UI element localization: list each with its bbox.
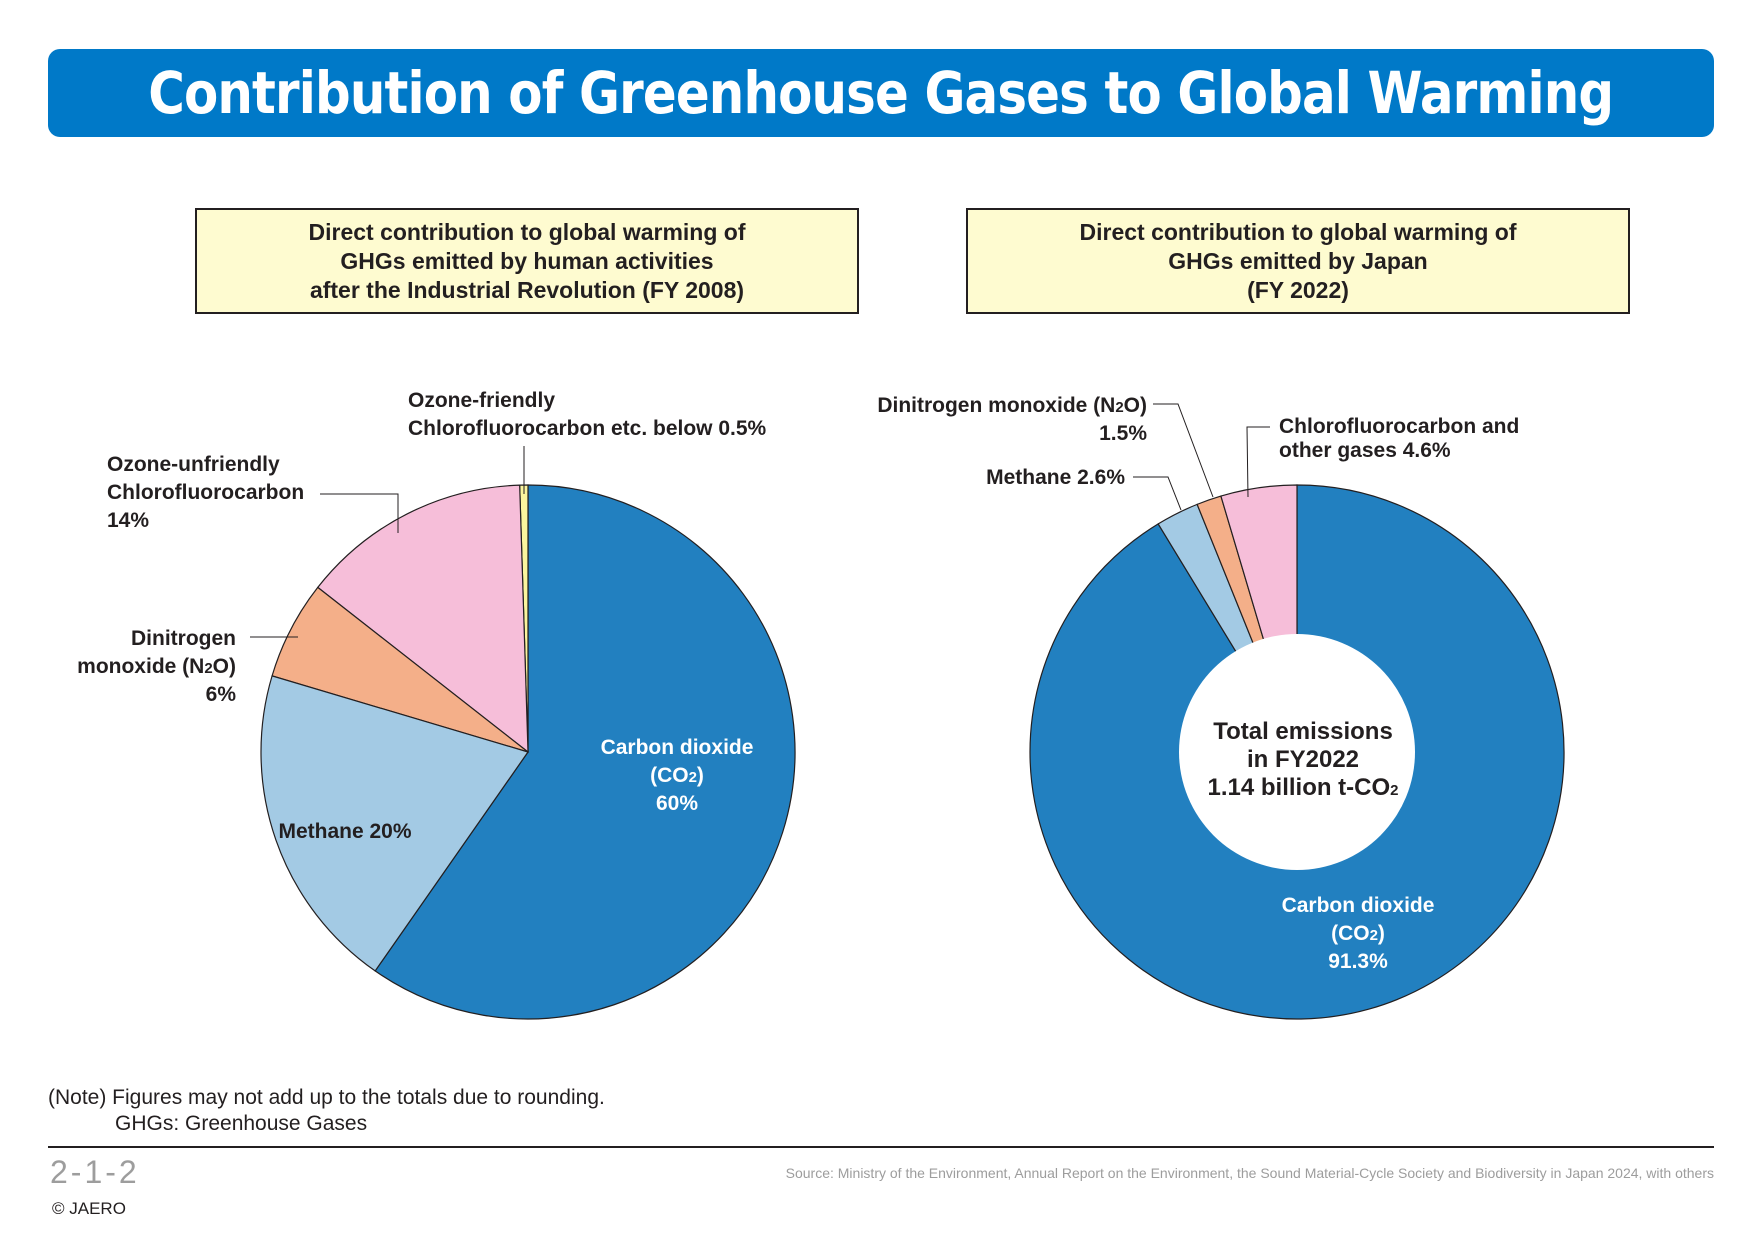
label-ozone-friendly-left-line-1: Ozone-friendly	[408, 389, 555, 412]
donut-hole	[1179, 634, 1415, 870]
label-co2-right-line-2: (CO2)	[1331, 922, 1385, 945]
page-title: Contribution of Greenhouse Gases to Glob…	[148, 59, 1614, 127]
label-cfc-right: Chlorofluorocarbon and other gases 4.6%	[1279, 415, 1519, 462]
left-subtitle-line-1: Direct contribution to global warming of	[308, 218, 746, 245]
label-co2-left-line-2: (CO2)	[650, 764, 704, 787]
slice-ozone-unfriendly-chlorofluorocarbon-left	[316, 484, 529, 754]
donut-center-text: Total emissions in FY2022 1.14 billion t-C…	[1207, 718, 1398, 801]
label-methane-left-line-1: Methane 20%	[278, 820, 411, 843]
leader-methane-right	[1133, 476, 1182, 511]
label-methane-left: Methane 20%	[278, 820, 411, 843]
note-line-1: (Note) Figures may not add up to the tot…	[48, 1086, 605, 1109]
source-citation: Source: Ministry of the Environment, Ann…	[785, 1165, 1714, 1181]
right-subtitle-line-3: (FY 2022)	[1247, 276, 1349, 303]
label-cfc-right-line-2: other gases 4.6%	[1279, 439, 1451, 462]
label-co2-left-line-1: Carbon dioxide	[601, 736, 754, 759]
label-cfc-right-line-1: Chlorofluorocarbon and	[1279, 415, 1519, 438]
figure-number: 2-1-2	[50, 1154, 140, 1190]
donut-center-text-line-2: in FY2022	[1247, 746, 1359, 773]
leader-cfc-right	[1246, 426, 1270, 498]
label-ozone-friendly-left: Ozone-friendly Chlorofluorocarbon etc. be…	[408, 389, 767, 440]
title-banner: Contribution of Greenhouse Gases to Glob…	[48, 49, 1714, 137]
left-subtitle-line-3: after the Industrial Revolution (FY 2008…	[309, 276, 745, 303]
label-co2-left: Carbon dioxide (CO2) 60%	[601, 736, 754, 815]
donut-center-text-line-3: 1.14 billion t-CO2	[1207, 774, 1398, 801]
label-n2o-left: Dinitrogen monoxide (N2O) 6%	[77, 627, 236, 706]
label-n2o-left-line-2: monoxide (N2O)	[77, 655, 236, 678]
label-n2o-right: Dinitrogen monoxide (N2O) 1.5%	[877, 394, 1147, 445]
label-co2-right-line-3: 91.3%	[1328, 950, 1388, 973]
note: (Note) Figures may not add up to the tot…	[48, 1085, 605, 1137]
slice-carbon-dioxide-left	[374, 484, 796, 1020]
label-methane-right: Methane 2.6%	[986, 466, 1125, 489]
leader-ozone-unfriendly-left	[320, 493, 399, 533]
left-chart-subtitle: Direct contribution to global warming of…	[195, 208, 859, 314]
label-ozone-friendly-left-line-2: Chlorofluorocarbon etc. below 0.5%	[408, 417, 767, 440]
label-n2o-right-line-1: Dinitrogen monoxide (N2O)	[877, 394, 1147, 417]
label-ozone-unfriendly-left-line-3: 14%	[107, 509, 149, 532]
right-chart-subtitle: Direct contribution to global warming of…	[966, 208, 1630, 314]
right-subtitle-line-2: GHGs emitted by Japan	[1168, 247, 1428, 274]
label-co2-right-line-1: Carbon dioxide	[1282, 894, 1435, 917]
label-methane-right-line-1: Methane 2.6%	[986, 466, 1125, 489]
left-subtitle-line-2: GHGs emitted by human activities	[340, 247, 714, 274]
label-ozone-unfriendly-left: Ozone-unfriendly Chlorofluorocarbon 14%	[107, 453, 304, 532]
footer-divider	[48, 1146, 1714, 1148]
label-n2o-left-line-1: Dinitrogen	[131, 627, 236, 650]
label-n2o-right-line-2: 1.5%	[1099, 422, 1147, 445]
donut-center-text-line-1: Total emissions	[1213, 718, 1393, 745]
label-co2-right: Carbon dioxide (CO2) 91.3%	[1282, 894, 1435, 973]
copyright: © JAERO	[52, 1199, 126, 1218]
slice-methane-left	[260, 675, 529, 972]
label-ozone-unfriendly-left-line-2: Chlorofluorocarbon	[107, 481, 304, 504]
label-ozone-unfriendly-left-line-1: Ozone-unfriendly	[107, 453, 280, 476]
leader-n2o-right	[1153, 403, 1214, 498]
label-n2o-left-line-3: 6%	[206, 683, 237, 706]
note-line-2: GHGs: Greenhouse Gases	[115, 1112, 368, 1135]
right-subtitle-line-1: Direct contribution to global warming of	[1079, 218, 1517, 245]
label-co2-left-line-3: 60%	[656, 792, 698, 815]
